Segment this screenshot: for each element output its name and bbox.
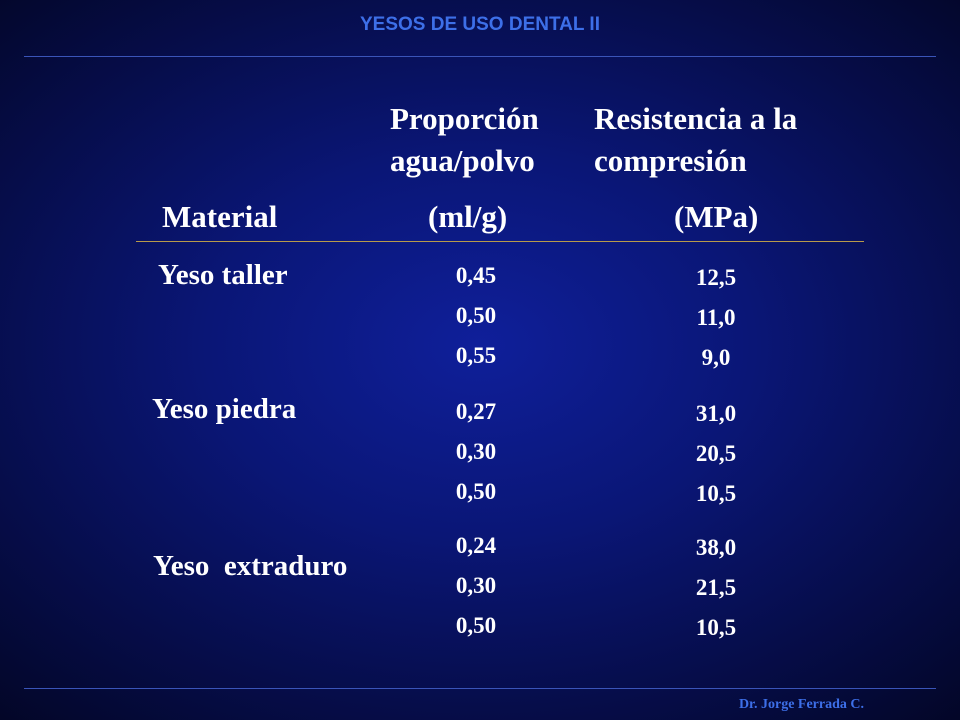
- strength-value: 12,5: [695, 265, 737, 290]
- strength-value: 20,5: [695, 441, 737, 466]
- material-header: Material: [162, 199, 278, 234]
- ratio-unit: (ml/g): [428, 199, 508, 234]
- ratio-value: 0,45: [455, 263, 497, 288]
- strength-header-line2: compresión: [594, 143, 747, 178]
- strength-header-line1: Resistencia a la: [594, 101, 798, 136]
- strength-value: 38,0: [695, 535, 737, 560]
- strength-value: 10,5: [695, 481, 737, 506]
- top-divider: [24, 56, 936, 57]
- strength-unit: (MPa): [674, 199, 759, 234]
- ratio-value: 0,30: [455, 439, 497, 464]
- ratio-values: 0,27 0,30 0,50: [436, 392, 516, 512]
- material-name: Yeso extraduro: [153, 550, 348, 582]
- strength-value: 11,0: [696, 305, 736, 330]
- slide-title: YESOS DE USO DENTAL II: [359, 14, 600, 35]
- ratio-value: 0,55: [455, 343, 497, 368]
- strength-value: 9,0: [701, 345, 731, 370]
- bottom-divider: [24, 688, 936, 689]
- author-credit: Dr. Jorge Ferrada C.: [738, 697, 864, 712]
- header-divider: [136, 241, 864, 242]
- material-name: Yeso taller: [158, 259, 288, 291]
- strength-header: Resistencia a la compresión: [594, 98, 797, 182]
- ratio-values: 0,24 0,30 0,50: [436, 526, 516, 646]
- strength-value: 10,5: [695, 615, 737, 640]
- strength-values: 12,5 11,0 9,0: [676, 258, 756, 378]
- ratio-header-line2: agua/polvo: [390, 143, 535, 178]
- ratio-value: 0,27: [455, 399, 497, 424]
- ratio-header-line1: Proporción: [390, 101, 539, 136]
- ratio-header: Proporción agua/polvo: [390, 98, 539, 182]
- strength-value: 21,5: [695, 575, 737, 600]
- material-name: Yeso piedra: [152, 393, 297, 425]
- ratio-value: 0,24: [455, 533, 497, 558]
- strength-values: 38,0 21,5 10,5: [676, 528, 756, 648]
- ratio-value: 0,30: [455, 573, 497, 598]
- ratio-value: 0,50: [455, 479, 497, 504]
- strength-value: 31,0: [695, 401, 737, 426]
- strength-values: 31,0 20,5 10,5: [676, 394, 756, 514]
- ratio-value: 0,50: [455, 303, 497, 328]
- ratio-value: 0,50: [455, 613, 497, 638]
- ratio-values: 0,45 0,50 0,55: [436, 256, 516, 376]
